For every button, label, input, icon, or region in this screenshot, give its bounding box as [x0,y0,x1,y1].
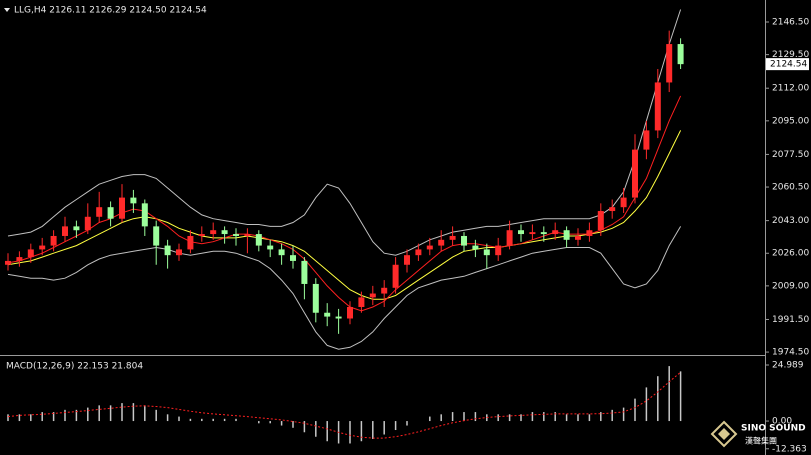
watermark-name: SINO SOUND [741,424,806,434]
candle-body [643,130,650,150]
candle-body [449,235,456,240]
candle-body [164,245,171,256]
candle-body [654,82,661,131]
candle-body [426,245,433,250]
candle-body [301,260,308,284]
candle-body [381,287,388,294]
current-price: 2124.54 [770,60,807,70]
candle-body [39,245,46,250]
candle-body [210,230,217,235]
y-tick-label: 2026.00 [772,249,809,259]
logo [710,420,738,448]
y-tick-label: 2112.00 [772,84,809,94]
watermark: SINO SOUND 漢聲集團 [710,420,806,448]
y-tick-label: 24.989 [772,361,804,371]
candle-body [290,255,296,261]
candle-body [563,230,570,240]
candle-body [73,226,80,231]
indicator-line [7,226,682,350]
y-tick-label: 0.00 [772,417,792,427]
menu-triangle[interactable] [4,8,10,12]
y-tick-label: 2009.00 [772,281,809,291]
candle-body [552,230,559,235]
candle-body [529,232,536,235]
candle-body [609,207,616,212]
candle-body [404,255,410,265]
candle-body [461,235,467,246]
candle-body [620,197,627,208]
candle-body [62,226,68,236]
candle-body [255,234,262,246]
signal-line [7,371,681,439]
candle-body [472,245,479,250]
y-tick-label: -12.363 [772,444,807,454]
candle-body [119,197,125,219]
candle-body [50,235,57,246]
candle-body [677,44,684,65]
candle-body [347,306,353,319]
y-tick-label: 2043.00 [772,216,809,226]
candle-body [5,260,11,265]
candle-body [506,230,513,246]
indicator-line [7,9,682,256]
candle-body [198,234,205,236]
candle-body [107,207,114,219]
candle-body [27,249,34,258]
y-tick-label: 1974.50 [772,348,809,358]
price-label-box [766,58,809,71]
y-tick-label: 2077.50 [772,150,809,160]
candle-body [358,297,365,307]
candle-body [153,226,160,246]
candle-body [392,264,399,288]
y-tick-label: 2095.00 [772,116,809,126]
candle-body [666,44,673,83]
candle-body [586,230,593,236]
macd-title: MACD(12,26,9) 22.153 21.804 [6,362,143,372]
candle-body [96,207,103,217]
watermark-subtitle: 漢聲集團 [745,436,777,446]
candle-body [187,235,194,250]
candle-body [233,234,239,236]
candle-body [130,197,137,204]
candle-body [84,216,91,231]
candle-body [632,149,638,198]
candle-body [415,249,422,256]
candle-body [312,283,319,313]
y-tick-label: 1991.50 [772,315,809,325]
candle-body [278,249,285,256]
y-tick-label: 2146.50 [772,17,809,27]
candle-body [267,245,274,250]
candle-body [518,230,524,235]
candle-body [244,234,251,236]
candle-body [483,249,490,256]
candle-body [335,316,342,319]
candle-body [141,203,148,227]
candle-body [495,245,502,256]
y-tick-label: 2129.50 [772,50,809,60]
candle-body [16,257,23,261]
candle-body [438,239,445,246]
y-tick-label: 2060.50 [772,183,809,193]
candle-body [575,235,581,240]
candle-body [221,230,228,235]
candle-body [369,293,376,298]
candle-body [324,312,331,317]
chart-title: LLG,H4 2126.11 2126.29 2124.50 2124.54 [14,6,207,16]
candle-body [540,232,547,235]
candle-body [597,211,604,231]
candle-body [176,249,182,256]
logo-inner [718,428,730,440]
